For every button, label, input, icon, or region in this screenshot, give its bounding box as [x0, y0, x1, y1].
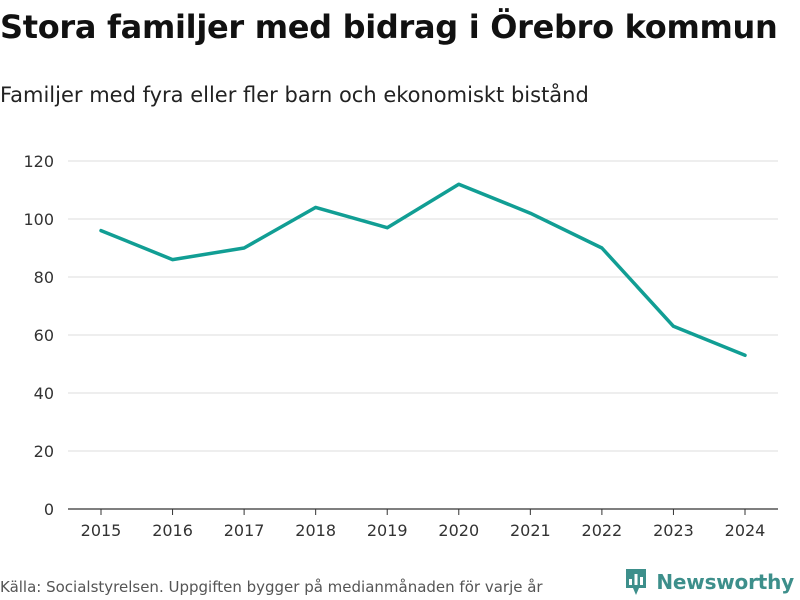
grid-lines	[68, 160, 778, 452]
x-tick-label: 2018	[295, 521, 336, 540]
chart-subtitle: Familjer med fyra eller fler barn och ek…	[0, 83, 589, 107]
y-tick-label: 20	[34, 442, 54, 461]
chart-title: Stora familjer med bidrag i Örebro kommu…	[0, 8, 778, 46]
x-tick-label: 2015	[81, 521, 122, 540]
x-tick-label: 2019	[367, 521, 408, 540]
x-tick-label: 2021	[510, 521, 551, 540]
y-tick-label: 100	[23, 210, 54, 229]
y-tick-label: 80	[34, 268, 54, 287]
x-tick-label: 2020	[438, 521, 479, 540]
x-tick-label: 2016	[152, 521, 193, 540]
brand-logo: Newsworthy	[624, 568, 794, 596]
x-tick-label: 2024	[725, 521, 766, 540]
brand-name: Newsworthy	[656, 570, 794, 594]
newsworthy-logo-icon	[626, 569, 647, 595]
x-tick-label: 2017	[224, 521, 265, 540]
line-chart: 0 20 40 60 80 100 120 2015 2016 2017 2018 2019 2020…	[23, 152, 778, 540]
y-axis: 0 20 40 60 80 100 120	[23, 152, 54, 519]
y-tick-label: 120	[23, 152, 54, 171]
x-axis: 2015 2016 2017 2018 2019 2020 2021 2022 2023 2024	[68, 508, 778, 540]
y-tick-label: 0	[44, 500, 54, 519]
y-tick-label: 40	[34, 384, 54, 403]
series-line-0	[99, 182, 747, 358]
y-tick-label: 60	[34, 326, 54, 345]
series-layer	[99, 182, 747, 358]
source-note: Källa: Socialstyrelsen. Uppgiften bygger…	[0, 578, 543, 596]
x-tick-label: 2022	[582, 521, 623, 540]
x-tick-label: 2023	[653, 521, 694, 540]
